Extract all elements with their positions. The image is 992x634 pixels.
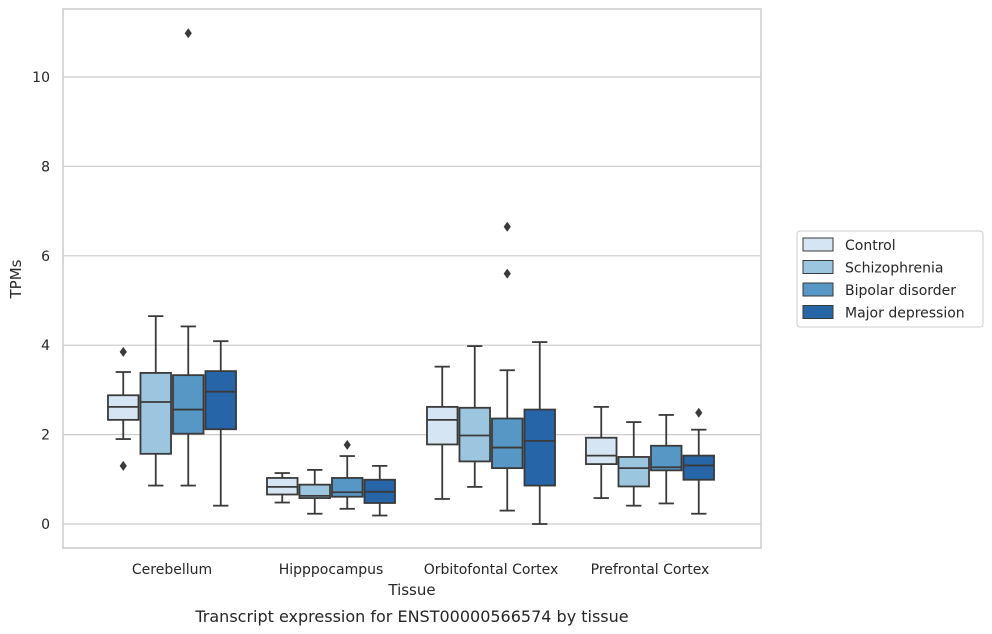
- boxes-layer: [107, 28, 715, 525]
- box-iqr: [139, 372, 172, 455]
- box-3-0: [585, 405, 618, 499]
- box-iqr: [617, 456, 650, 488]
- box-0-3: [204, 340, 237, 507]
- x-tick-label-2: Orbitofontal Cortex: [424, 562, 559, 578]
- box-1-0: [266, 472, 299, 504]
- y-tick-label-6: 6: [41, 249, 50, 265]
- box-iqr: [426, 405, 459, 446]
- legend-label-2: Bipolar disorder: [845, 283, 956, 299]
- legend-swatch-3: [802, 305, 834, 319]
- legend-swatch-2: [802, 282, 834, 297]
- box-1-3: [363, 464, 396, 517]
- box-0-0: [107, 346, 140, 471]
- box-iqr: [650, 444, 683, 472]
- legend-label-1: Schizophrenia: [845, 261, 943, 277]
- box-1-2: [331, 439, 364, 510]
- y-tick-label-2: 2: [41, 428, 50, 444]
- box-iqr: [204, 370, 237, 431]
- outlier-point-1: [119, 460, 127, 471]
- box-iqr: [523, 408, 556, 487]
- outlier-point-0: [503, 221, 511, 232]
- box-iqr: [331, 477, 364, 498]
- box-3-1: [617, 421, 650, 507]
- y-tick-label-10: 10: [32, 70, 50, 86]
- outlier-point-0: [343, 439, 351, 450]
- legend-label-3: Major depression: [845, 306, 965, 322]
- x-tick-label-0: Cerebellum: [132, 562, 212, 578]
- legend: Control Schizophrenia Bipolar disorder Majo…: [796, 230, 984, 328]
- box-2-0: [426, 365, 459, 500]
- y-axis-label: TPMs: [7, 259, 25, 299]
- outlier-point-0: [119, 346, 127, 357]
- outlier-point-1: [503, 268, 511, 279]
- outlier-point-0: [695, 407, 703, 418]
- legend-label-0: Control: [845, 238, 896, 254]
- outlier-point-0: [184, 28, 192, 39]
- box-2-1: [458, 345, 491, 488]
- box-1-1: [298, 469, 331, 515]
- y-tick-labels: 0 2 4 6 8 10: [32, 70, 50, 533]
- x-tick-label-3: Prefrontal Cortex: [591, 562, 710, 578]
- x-tick-label-1: Hipppocampus: [279, 562, 384, 578]
- y-tick-label-8: 8: [41, 159, 50, 175]
- box-iqr: [585, 436, 618, 466]
- legend-swatch-1: [802, 260, 834, 274]
- box-3-3: [682, 407, 715, 515]
- box-3-2: [650, 414, 683, 505]
- box-iqr: [298, 483, 331, 499]
- y-tick-label-4: 4: [41, 338, 50, 354]
- y-tick-label-0: 0: [41, 517, 50, 533]
- box-0-1: [139, 315, 172, 487]
- plot-frame: [62, 8, 762, 549]
- x-axis-label: Tissue: [387, 581, 435, 599]
- box-iqr: [682, 454, 715, 481]
- box-0-2: [172, 28, 205, 487]
- chart-caption: Transcript expression for ENST0000056657…: [194, 607, 628, 626]
- box-iqr: [491, 417, 524, 470]
- box-2-2: [491, 221, 524, 512]
- legend-frame: [796, 230, 984, 328]
- x-tick-labels: Cerebellum Hipppocampus Orbitofontal Corte…: [132, 562, 709, 578]
- legend-swatch-0: [802, 237, 834, 252]
- box-2-3: [523, 341, 556, 525]
- box-iqr: [172, 374, 205, 435]
